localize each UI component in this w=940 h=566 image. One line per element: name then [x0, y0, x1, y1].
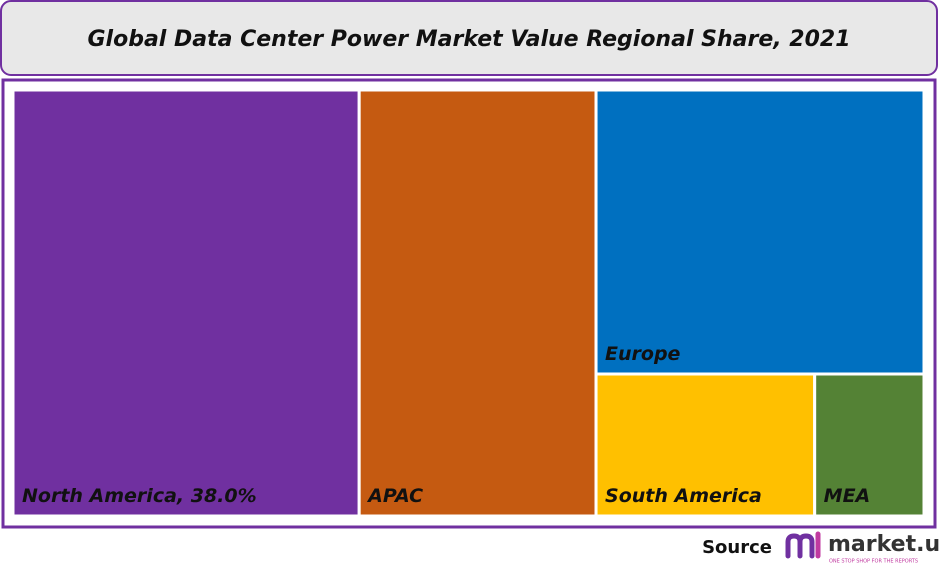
tile-label: North America, 38.0%	[22, 485, 257, 507]
tagline: ONE STOP SHOP FOR THE REPORTS	[829, 559, 918, 565]
tile-label: South America	[605, 485, 762, 507]
category-label: Europe	[605, 343, 681, 365]
tile	[594, 372, 817, 518]
tile	[813, 372, 926, 518]
brand: market.us	[828, 532, 940, 557]
logo-icon	[785, 531, 821, 559]
tile-label: APAC	[366, 485, 423, 507]
category-label: North America	[22, 485, 177, 507]
tile	[357, 88, 598, 518]
chart-title: Global Data Center Power Market Value Re…	[87, 27, 850, 52]
category-label: South America	[605, 485, 762, 507]
treemap: North America, 38.0% APAC Europe South Amer…	[11, 88, 926, 518]
title-box	[0, 0, 938, 76]
tile-label: MEA	[824, 485, 871, 507]
source-label: Source	[702, 537, 772, 558]
tile	[594, 88, 926, 376]
tile-label: Europe	[605, 343, 681, 365]
category-label: APAC	[366, 485, 423, 507]
tile	[11, 88, 361, 518]
category-label: MEA	[824, 485, 871, 507]
value-label: , 38.0%	[176, 485, 257, 507]
